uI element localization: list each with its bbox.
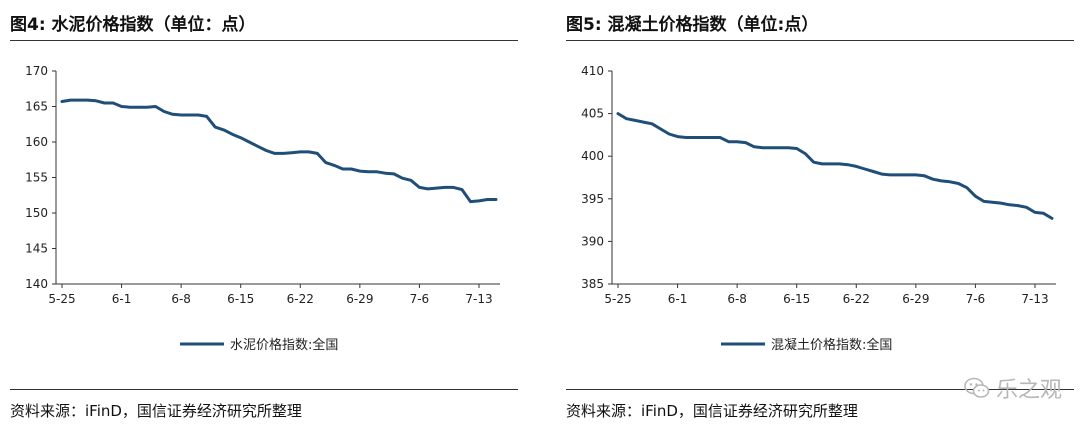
- concrete-chart-title: 图5: 混凝土价格指数（单位:点）: [566, 15, 819, 35]
- y-tick-label: 390: [581, 234, 604, 248]
- x-tick-label: 6-29: [346, 292, 373, 306]
- cement-panel: 图4: 水泥价格指数（单位：点） 140 145 150 155 160 165 170 5-…: [0, 0, 524, 437]
- watermark-text: 乐之观: [995, 378, 1062, 403]
- x-tick-label: 7-6: [966, 292, 986, 306]
- concrete-price-chart: 385 390 395 400 405 410 5-25 6-1 6-8 6-15 6-22 6-29…: [581, 64, 1056, 353]
- legend-label: 水泥价格指数:全国: [230, 337, 338, 353]
- x-tick-label: 7-13: [465, 292, 492, 306]
- concrete-source-rule: [566, 389, 1074, 390]
- x-tick-label: 5-25: [604, 292, 631, 306]
- y-tick-label: 410: [581, 64, 604, 78]
- cement-chart-title: 图4: 水泥价格指数（单位：点）: [10, 15, 256, 35]
- concrete-title-rule: [566, 40, 1074, 41]
- concrete-panel: 图5: 混凝土价格指数（单位:点） 385 390 395 400 405 410 5-25…: [556, 0, 1080, 437]
- y-tick-label: 405: [581, 107, 604, 121]
- x-tick-label: 6-22: [287, 292, 314, 306]
- cement-source-note: 资料来源：iFinD，国信证券经济研究所整理: [10, 402, 302, 420]
- y-tick-label: 385: [581, 277, 604, 291]
- x-tick-label: 6-15: [227, 292, 254, 306]
- y-tick-label: 395: [581, 192, 604, 206]
- x-tick-label: 6-8: [171, 292, 191, 306]
- y-tick-label: 145: [25, 242, 48, 256]
- x-tick-label: 6-8: [727, 292, 747, 306]
- legend-label: 混凝土价格指数:全国: [771, 337, 892, 353]
- cement-price-chart: 140 145 150 155 160 165 170 5-25 6-1 6-8 6-15 6-22 6…: [25, 64, 500, 353]
- x-tick-label: 7-13: [1021, 292, 1048, 306]
- x-tick-label: 6-15: [783, 292, 810, 306]
- y-tick-label: 160: [25, 135, 48, 149]
- x-tick-label: 5-25: [48, 292, 75, 306]
- cement-title-rule: [10, 40, 518, 41]
- series-line: [616, 112, 1054, 220]
- watermark: 乐之观: [964, 372, 1062, 404]
- series-line: [60, 98, 498, 204]
- wechat-icon: [964, 377, 990, 398]
- x-tick-label: 6-1: [112, 292, 132, 306]
- x-tick-label: 6-29: [902, 292, 929, 306]
- y-tick-label: 165: [25, 100, 48, 114]
- x-tick-label: 7-6: [410, 292, 430, 306]
- x-tick-label: 6-22: [843, 292, 870, 306]
- concrete-source-note: 资料来源：iFinD，国信证券经济研究所整理: [566, 402, 858, 420]
- y-tick-label: 140: [25, 277, 48, 291]
- y-tick-label: 150: [25, 206, 48, 220]
- y-tick-label: 170: [25, 64, 48, 78]
- cement-source-rule: [10, 389, 518, 390]
- y-tick-label: 155: [25, 171, 48, 185]
- y-tick-label: 400: [581, 149, 604, 163]
- x-tick-label: 6-1: [668, 292, 688, 306]
